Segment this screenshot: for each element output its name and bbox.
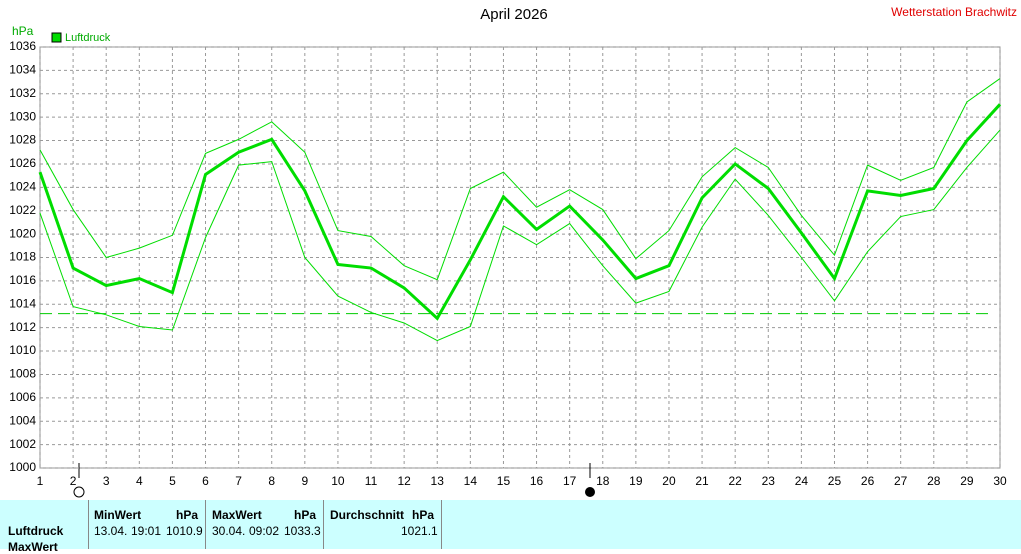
x-tick-label: 23 <box>762 474 776 488</box>
x-tick-label: 26 <box>861 474 875 488</box>
row-label: MaxWert <box>8 540 58 554</box>
x-tick-label: 27 <box>894 474 908 488</box>
y-tick-label: 1018 <box>9 250 36 264</box>
x-tick-label: 18 <box>596 474 610 488</box>
x-tick-label: 4 <box>136 474 143 488</box>
y-tick-label: 1032 <box>9 86 36 100</box>
y-tick-label: 1022 <box>9 203 36 217</box>
separator <box>441 500 442 549</box>
y-tick-label: 1024 <box>9 180 36 194</box>
x-tick-label: 14 <box>464 474 478 488</box>
x-tick-label: 10 <box>331 474 345 488</box>
x-tick-label: 3 <box>103 474 110 488</box>
x-tick-label: 8 <box>268 474 275 488</box>
x-tick-label: 22 <box>728 474 742 488</box>
y-tick-label: 1030 <box>9 109 36 123</box>
col-header: MaxWert <box>212 508 262 522</box>
y-tick-label: 1034 <box>9 63 36 77</box>
x-tick-label: 29 <box>960 474 974 488</box>
station-name: Wetterstation Brachwitz <box>891 5 1017 19</box>
y-tick-label: 1028 <box>9 133 36 147</box>
y-tick-label: 1020 <box>9 226 36 240</box>
x-tick-label: 25 <box>828 474 842 488</box>
y-tick-label: 1010 <box>9 343 36 357</box>
separator <box>323 500 324 549</box>
col-unit: hPa <box>412 508 435 522</box>
y-tick-label: 1006 <box>9 390 36 404</box>
x-tick-label: 5 <box>169 474 176 488</box>
y-tick-label: 1036 <box>9 39 36 53</box>
value: 1033.3 <box>284 524 321 538</box>
x-tick-label: 17 <box>563 474 577 488</box>
x-tick-label: 6 <box>202 474 209 488</box>
x-tick-label: 7 <box>235 474 242 488</box>
time: 09:02 <box>249 524 280 538</box>
y-tick-label: 1002 <box>9 437 36 451</box>
x-tick-label: 12 <box>397 474 411 488</box>
x-tick-label: 21 <box>695 474 709 488</box>
value: 1021.1 <box>401 524 438 538</box>
y-tick-label: 1012 <box>9 320 36 334</box>
y-tick-label: 1000 <box>9 460 36 474</box>
x-tick-label: 30 <box>993 474 1007 488</box>
col-unit: hPa <box>176 508 199 522</box>
col-unit: hPa <box>294 508 317 522</box>
y-tick-label: 1026 <box>9 156 36 170</box>
x-tick-label: 13 <box>431 474 445 488</box>
row-label: Luftdruck <box>8 524 64 538</box>
col-header: MinWert <box>94 508 142 522</box>
series-line <box>38 103 1002 321</box>
x-tick-label: 9 <box>301 474 308 488</box>
x-tick-label: 24 <box>795 474 809 488</box>
stats-table: Luftdruck MaxWert MinWert hPa 13.04. 19:… <box>0 500 1021 554</box>
chart: April 2026 Wetterstation Brachwitz hPa L… <box>9 5 1017 498</box>
x-tick-label: 2 <box>70 474 77 488</box>
x-tick-label: 11 <box>365 474 378 488</box>
value: 1010.9 <box>166 524 203 538</box>
legend-label: Luftdruck <box>65 32 111 44</box>
range-line <box>39 78 1001 281</box>
x-tick-label: 19 <box>629 474 643 488</box>
separator <box>205 500 206 549</box>
x-tick-label: 20 <box>662 474 676 488</box>
x-tick-label: 1 <box>37 474 44 488</box>
separator <box>88 500 89 549</box>
new-moon-icon <box>585 487 595 497</box>
y-axis-label: hPa <box>12 24 34 38</box>
y-tick-label: 1008 <box>9 367 36 381</box>
range-line <box>39 129 1001 342</box>
y-tick-label: 1004 <box>9 413 36 427</box>
chart-title: April 2026 <box>480 6 548 23</box>
x-tick-label: 15 <box>497 474 511 488</box>
col-header: Durchschnitt <box>330 508 405 522</box>
date: 30.04. <box>212 524 246 538</box>
y-tick-label: 1016 <box>9 273 36 287</box>
full-moon-icon <box>73 486 85 498</box>
y-tick-label: 1014 <box>9 296 36 310</box>
time: 19:01 <box>131 524 162 538</box>
x-tick-label: 16 <box>530 474 544 488</box>
x-tick-label: 28 <box>927 474 941 488</box>
legend-swatch <box>51 32 62 43</box>
date: 13.04. <box>94 524 128 538</box>
